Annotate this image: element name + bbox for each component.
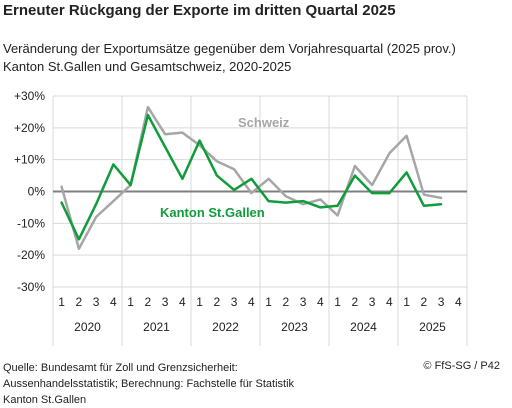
- series-line-kanton-st-gallen: [60, 113, 443, 241]
- chart-subtitle: Veränderung der Exportumsätze gegenüber …: [3, 40, 456, 76]
- x-tick-label-quarter: 1: [127, 295, 134, 309]
- x-tick-label-quarter: 4: [317, 295, 324, 309]
- copyright-note: © FfS-SG / P42: [423, 360, 500, 372]
- x-tick-label-quarter: 2: [283, 295, 290, 309]
- x-tick-label-quarter: 3: [162, 295, 169, 309]
- source-line-3: Kanton St.Gallen: [3, 394, 87, 406]
- y-tick-label: -20%: [17, 248, 45, 262]
- subtitle-line-2: Kanton St.Gallen und Gesamtschweiz, 2020…: [3, 59, 292, 74]
- x-tick-label-quarter: 2: [145, 295, 152, 309]
- series-label-schweiz: Schweiz: [238, 115, 290, 130]
- x-tick-label-year: 2023: [281, 320, 308, 334]
- y-tick-label: +10%: [14, 153, 45, 167]
- subtitle-line-1: Veränderung der Exportumsätze gegenüber …: [3, 41, 456, 56]
- x-tick-label-quarter: 3: [93, 295, 100, 309]
- x-tick-label-year: 2022: [212, 320, 239, 334]
- x-tick-label-quarter: 4: [110, 295, 117, 309]
- x-tick-label-year: 2020: [74, 320, 101, 334]
- x-tick-label-quarter: 3: [231, 295, 238, 309]
- x-tick-label-quarter: 2: [76, 295, 83, 309]
- y-tick-label: -30%: [17, 280, 45, 294]
- x-tick-label-quarter: 3: [300, 295, 307, 309]
- x-tick-label-year: 2021: [143, 320, 170, 334]
- x-tick-label-year: 2025: [419, 320, 446, 334]
- x-tick-label-quarter: 1: [334, 295, 341, 309]
- x-tick-label-quarter: 3: [438, 295, 445, 309]
- y-tick-label: -10%: [17, 216, 45, 230]
- x-tick-label-quarter: 4: [386, 295, 393, 309]
- x-tick-label-quarter: 2: [421, 295, 428, 309]
- x-tick-label-quarter: 1: [265, 295, 272, 309]
- chart-title: Erneuter Rückgang der Exporte im dritten…: [3, 2, 396, 19]
- series-line-schweiz: [60, 105, 443, 251]
- x-tick-label-quarter: 1: [196, 295, 203, 309]
- x-tick-label-quarter: 2: [352, 295, 359, 309]
- source-line-1: Quelle: Bundesamt für Zoll und Grenzsich…: [3, 362, 238, 374]
- y-tick-label: +20%: [14, 121, 45, 135]
- x-tick-label-quarter: 4: [248, 295, 255, 309]
- x-tick-label-year: 2024: [350, 320, 377, 334]
- x-tick-label-quarter: 1: [58, 295, 65, 309]
- x-tick-label-quarter: 1: [403, 295, 410, 309]
- x-tick-label-quarter: 2: [214, 295, 221, 309]
- source-note: Quelle: Bundesamt für Zoll und Grenzsich…: [3, 360, 294, 408]
- x-tick-label-quarter: 3: [369, 295, 376, 309]
- y-tick-label: 0%: [28, 185, 46, 199]
- source-line-2: Aussenhandelsstatistik; Berechnung: Fach…: [3, 378, 295, 390]
- x-tick-label-quarter: 4: [455, 295, 462, 309]
- y-tick-label: +30%: [14, 89, 45, 103]
- series-label-kanton-st-gallen: Kanton St.Gallen: [160, 205, 265, 220]
- x-tick-label-quarter: 4: [179, 295, 186, 309]
